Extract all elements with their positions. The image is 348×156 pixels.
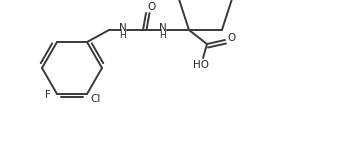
Text: H: H <box>120 31 126 39</box>
Text: HO: HO <box>193 60 209 70</box>
Text: H: H <box>160 31 166 39</box>
Text: N: N <box>119 23 127 33</box>
Text: O: O <box>147 2 155 12</box>
Text: O: O <box>227 33 235 43</box>
Text: F: F <box>45 90 51 100</box>
Text: N: N <box>159 23 167 33</box>
Text: Cl: Cl <box>91 94 101 104</box>
